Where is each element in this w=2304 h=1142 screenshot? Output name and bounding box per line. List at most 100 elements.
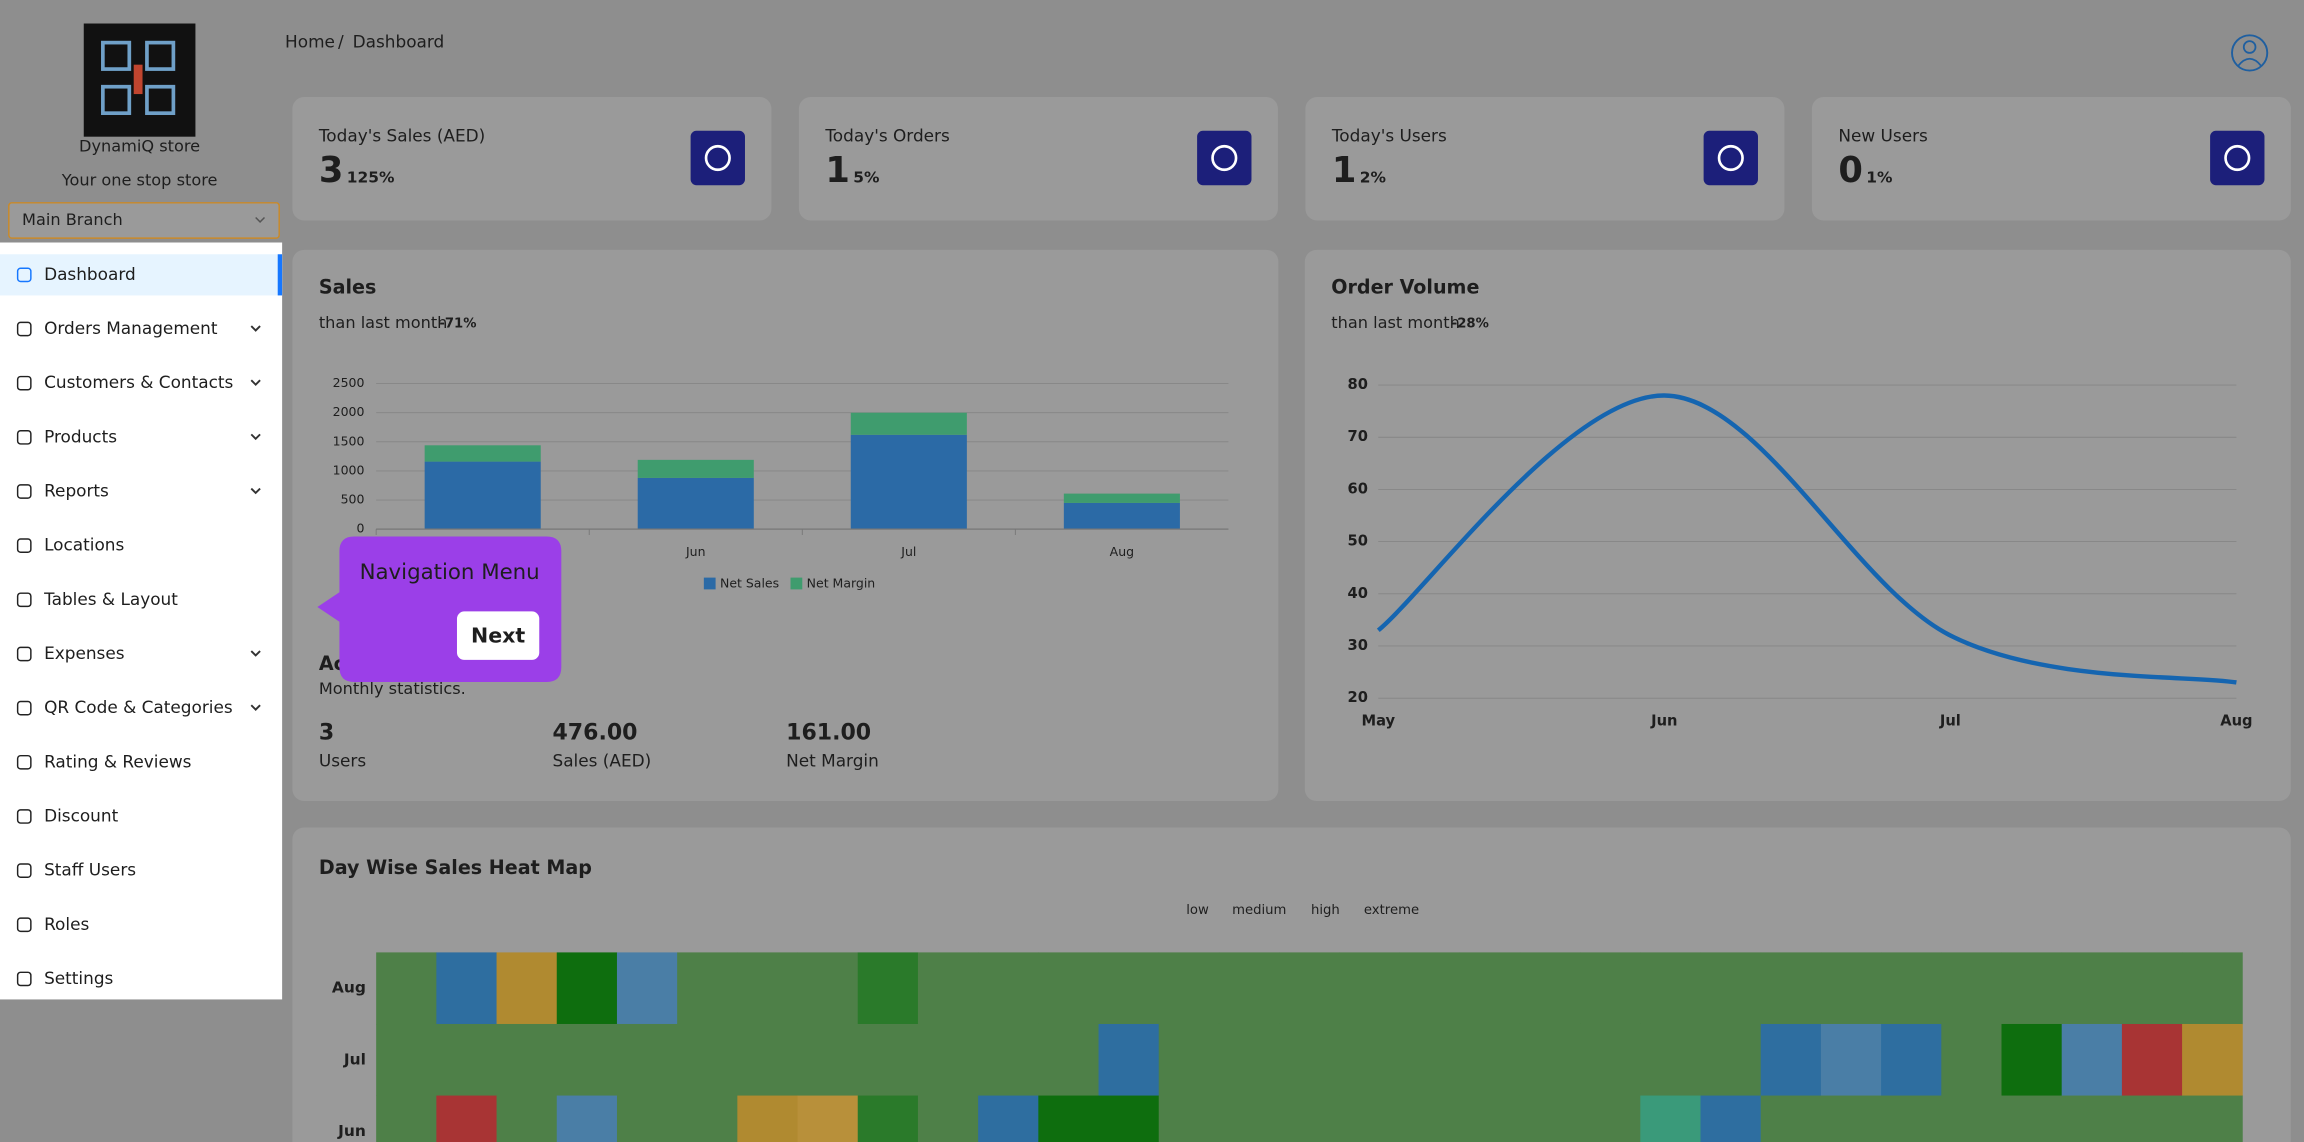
stat-card xyxy=(1305,97,1785,221)
chart-change: -28% xyxy=(1452,316,1489,331)
menu-item[interactable]: Products xyxy=(44,426,117,446)
bar-segment xyxy=(424,445,541,462)
heat-cell xyxy=(1038,1095,1099,1142)
heat-cell xyxy=(1881,1023,1942,1096)
heat-cell xyxy=(376,1023,437,1096)
menu-item[interactable]: Staff Users xyxy=(44,860,136,880)
heat-cell xyxy=(677,952,738,1025)
stat-value: 1 xyxy=(825,150,850,191)
stat-icon-glyph xyxy=(2224,144,2251,172)
heat-cell xyxy=(556,952,618,1025)
menu-icon xyxy=(16,592,32,608)
menu-active-bg xyxy=(0,254,283,296)
heat-cell xyxy=(1459,1023,1521,1096)
y-tick-label: 20 xyxy=(1348,689,1368,706)
heat-cell xyxy=(1519,1023,1581,1096)
heat-cell xyxy=(1700,1023,1762,1096)
heat-cell xyxy=(2182,1023,2243,1096)
heat-cell xyxy=(1820,1095,1882,1142)
menu-item[interactable]: Settings xyxy=(44,968,113,988)
legend-label: high xyxy=(1311,903,1340,918)
x-tick-label: Jul xyxy=(900,544,916,559)
heat-cell xyxy=(737,952,798,1025)
stat-label: Today's Orders xyxy=(824,126,949,146)
menu-chevron xyxy=(250,650,261,657)
row-label: Aug xyxy=(332,979,366,997)
tour-next-button[interactable] xyxy=(456,611,540,660)
heat-cell xyxy=(1820,952,1882,1025)
heat-cell xyxy=(737,1095,798,1142)
heat-cell xyxy=(1279,1023,1340,1096)
menu-item[interactable]: Tables & Layout xyxy=(43,589,178,609)
heat-cell xyxy=(2121,952,2183,1025)
bar-segment xyxy=(637,459,754,478)
menu-item[interactable]: Dashboard xyxy=(44,264,136,284)
heat-cell xyxy=(1519,1095,1581,1142)
y-tick-label: 40 xyxy=(1348,585,1368,602)
heat-cell xyxy=(1098,1023,1160,1096)
menu-item[interactable]: Discount xyxy=(44,805,119,825)
chart-title: Sales xyxy=(319,276,376,299)
stat-card xyxy=(292,97,772,221)
menu-item[interactable]: Roles xyxy=(44,914,89,934)
activity-value: 3 xyxy=(319,720,334,745)
x-tick-label: Jun xyxy=(685,544,706,559)
brand-tagline: Your one stop store xyxy=(61,170,218,189)
menu-item[interactable]: Orders Management xyxy=(44,318,218,338)
logo-mark xyxy=(145,40,176,71)
heat-cell xyxy=(376,1095,437,1142)
x-tick-label: Jun xyxy=(1650,713,1677,730)
branch-select-value: Main Branch xyxy=(22,210,123,229)
stat-icon xyxy=(2210,130,2265,186)
heat-cell xyxy=(1519,952,1581,1025)
heat-cell xyxy=(1760,1023,1822,1096)
heat-cell xyxy=(1640,1095,1701,1142)
menu-item[interactable]: Rating & Reviews xyxy=(44,751,191,771)
tour-title: Navigation Menu xyxy=(360,560,540,585)
y-tick-label: 1500 xyxy=(333,433,365,448)
heat-cell xyxy=(1339,952,1400,1025)
heat-cell xyxy=(556,1095,618,1142)
heat-cell xyxy=(1399,1023,1461,1096)
chart-title: Day Wise Sales Heat Map xyxy=(319,856,592,879)
menu-icon xyxy=(16,863,32,878)
heat-cell xyxy=(496,1095,558,1142)
user-avatar[interactable] xyxy=(2231,34,2269,72)
stat-label: New Users xyxy=(1838,126,1928,146)
menu-item[interactable]: Reports xyxy=(44,480,109,500)
menu-icon xyxy=(16,700,32,716)
heat-cell xyxy=(2121,1095,2183,1142)
breadcrumb-link[interactable]: Home xyxy=(285,32,335,52)
stat-label: Today's Sales (AED) xyxy=(318,126,485,146)
heat-cell xyxy=(1580,1023,1641,1096)
legend-label: Net Sales xyxy=(720,576,779,591)
menu-chevron xyxy=(250,433,261,441)
legend-swatch xyxy=(703,577,716,590)
menu-item[interactable]: Customers & Contacts xyxy=(44,372,233,392)
line-series xyxy=(1376,393,2237,685)
heat-cell xyxy=(1098,952,1160,1025)
heat-cell xyxy=(1580,1095,1641,1142)
menu-icon xyxy=(16,917,32,933)
menu-icon xyxy=(16,754,32,770)
heat-cell xyxy=(1640,1023,1701,1096)
menu-icon xyxy=(16,809,32,824)
heat-cell xyxy=(978,952,1039,1025)
menu-item[interactable]: QR Code & Categories xyxy=(44,697,233,717)
menu-item[interactable]: Locations xyxy=(44,535,124,555)
stat-card xyxy=(798,97,1278,221)
activity-label: Sales (AED) xyxy=(552,750,651,770)
y-tick-label: 500 xyxy=(341,492,365,507)
legend-label: extreme xyxy=(1364,903,1419,918)
heat-cell xyxy=(1098,1095,1160,1142)
heat-cell xyxy=(797,1095,859,1142)
menu-item[interactable]: Expenses xyxy=(44,643,124,663)
menu-icon xyxy=(16,484,32,499)
menu-icon xyxy=(16,375,32,391)
tour-next-label[interactable]: Next xyxy=(471,623,525,647)
branch-select[interactable] xyxy=(8,202,280,239)
menu-icon xyxy=(16,429,32,445)
stat-value: 0 xyxy=(1838,150,1863,191)
stat-change: 1% xyxy=(1866,168,1892,186)
